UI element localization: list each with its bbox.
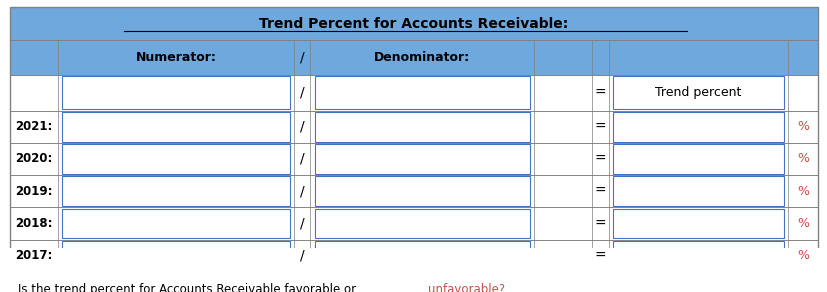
Bar bbox=[10, 175, 817, 207]
Text: %: % bbox=[796, 217, 808, 230]
Bar bbox=[612, 241, 783, 271]
Text: =: = bbox=[594, 152, 605, 166]
Bar bbox=[612, 112, 783, 142]
Bar bbox=[10, 143, 817, 175]
Text: 2018:: 2018: bbox=[15, 217, 53, 230]
Bar bbox=[10, 8, 817, 40]
Bar bbox=[538, 273, 783, 292]
Bar bbox=[10, 111, 817, 143]
Text: =: = bbox=[594, 86, 605, 100]
Text: /: / bbox=[299, 120, 304, 134]
Bar bbox=[612, 76, 783, 109]
Bar bbox=[10, 240, 817, 272]
Text: =: = bbox=[594, 217, 605, 231]
Text: 2017:: 2017: bbox=[15, 249, 53, 262]
Text: 2020:: 2020: bbox=[15, 152, 53, 166]
Bar bbox=[62, 209, 289, 239]
Text: %: % bbox=[796, 185, 808, 198]
Text: %: % bbox=[796, 120, 808, 133]
Text: %: % bbox=[796, 249, 808, 262]
Bar bbox=[612, 209, 783, 239]
Text: /: / bbox=[299, 184, 304, 198]
Bar bbox=[10, 207, 817, 240]
Bar bbox=[62, 76, 289, 109]
Text: %: % bbox=[796, 152, 808, 166]
Bar bbox=[314, 144, 529, 174]
Bar bbox=[314, 112, 529, 142]
Text: /: / bbox=[299, 50, 304, 64]
Text: =: = bbox=[594, 184, 605, 198]
Text: =: = bbox=[594, 120, 605, 134]
Bar bbox=[62, 144, 289, 174]
Bar bbox=[314, 76, 529, 109]
Text: /: / bbox=[299, 217, 304, 231]
Bar bbox=[612, 144, 783, 174]
Text: /: / bbox=[299, 86, 304, 100]
Text: 2021:: 2021: bbox=[15, 120, 53, 133]
Text: Trend percent: Trend percent bbox=[654, 86, 741, 99]
Bar bbox=[10, 272, 817, 292]
Bar bbox=[612, 176, 783, 206]
Bar bbox=[314, 241, 529, 271]
Bar bbox=[62, 241, 289, 271]
Bar bbox=[314, 209, 529, 239]
Text: Trend Percent for Accounts Receivable:: Trend Percent for Accounts Receivable: bbox=[259, 17, 568, 31]
Bar bbox=[10, 40, 817, 74]
Bar bbox=[10, 74, 817, 111]
Text: /: / bbox=[299, 249, 304, 263]
Text: =: = bbox=[594, 249, 605, 263]
Text: Denominator:: Denominator: bbox=[374, 51, 470, 64]
Text: Is the trend percent for Accounts Receivable favorable or: Is the trend percent for Accounts Receiv… bbox=[18, 283, 360, 292]
Bar bbox=[314, 176, 529, 206]
Bar bbox=[62, 176, 289, 206]
Text: unfavorable?: unfavorable? bbox=[428, 283, 504, 292]
Text: 2019:: 2019: bbox=[15, 185, 53, 198]
Text: /: / bbox=[299, 152, 304, 166]
Text: Numerator:: Numerator: bbox=[136, 51, 216, 64]
Bar bbox=[62, 112, 289, 142]
